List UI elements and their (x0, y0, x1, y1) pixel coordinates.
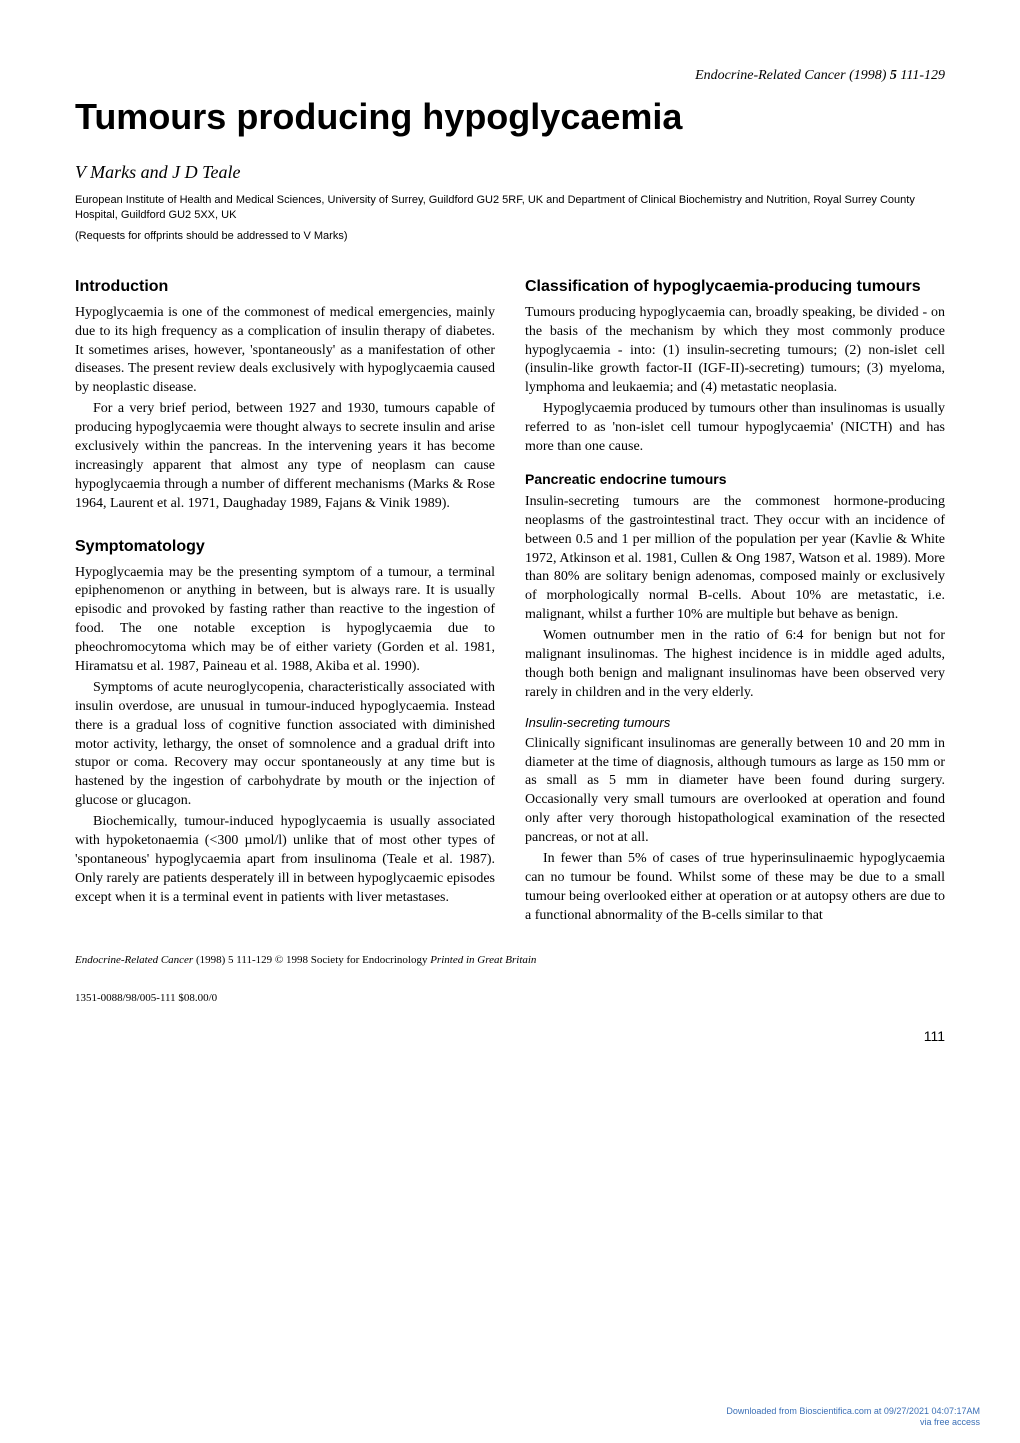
sympt-paragraph-3: Biochemically, tumour-induced hypoglycae… (75, 813, 495, 907)
footer-journal: Endocrine-Related Cancer (75, 954, 193, 966)
authors: V Marks and J D Teale (75, 162, 945, 183)
panc-paragraph-2: Women outnumber men in the ratio of 6:4 … (525, 627, 945, 703)
left-column: Introduction Hypoglycaemia is one of the… (75, 278, 495, 928)
class-paragraph-1: Tumours producing hypoglycaemia can, bro… (525, 304, 945, 398)
intro-paragraph-2: For a very brief period, between 1927 an… (75, 400, 495, 513)
journal-name: Endocrine-Related Cancer (695, 68, 845, 83)
footer-citation-text: (1998) 5 111-129 © 1998 Society for Endo… (196, 954, 430, 966)
insulin-paragraph-1: Clinically significant insulinomas are g… (525, 735, 945, 848)
download-watermark: Downloaded from Bioscientifica.com at 09… (726, 1406, 980, 1429)
article-title: Tumours producing hypoglycaemia (75, 96, 945, 138)
right-column: Classification of hypoglycaemia-producin… (525, 278, 945, 928)
insulin-secreting-heading: Insulin-secreting tumours (525, 715, 945, 730)
classification-heading: Classification of hypoglycaemia-producin… (525, 278, 945, 296)
pancreatic-heading: Pancreatic endocrine tumours (525, 471, 945, 487)
watermark-line-2: via free access (726, 1417, 980, 1429)
footer-issn: 1351-0088/98/005-111 $08.00/0 (75, 992, 945, 1004)
journal-header: Endocrine-Related Cancer (1998) 5 111-12… (75, 68, 945, 84)
journal-pages: 111-129 (900, 68, 945, 83)
symptomatology-heading: Symptomatology (75, 538, 495, 556)
reprints-note: (Requests for offprints should be addres… (75, 230, 945, 242)
footer-printed: Printed in Great Britain (430, 954, 536, 966)
journal-vol: 5 (890, 68, 897, 83)
panc-paragraph-1: Insulin-secreting tumours are the common… (525, 493, 945, 625)
introduction-heading: Introduction (75, 278, 495, 296)
watermark-line-1: Downloaded from Bioscientifica.com at 09… (726, 1406, 980, 1418)
class-paragraph-2: Hypoglycaemia produced by tumours other … (525, 400, 945, 457)
two-column-layout: Introduction Hypoglycaemia is one of the… (75, 278, 945, 928)
footer-citation: Endocrine-Related Cancer (1998) 5 111-12… (75, 954, 945, 966)
page-number: 111 (75, 1028, 945, 1044)
journal-year: (1998) (849, 68, 886, 83)
affiliation: European Institute of Health and Medical… (75, 193, 945, 224)
intro-paragraph-1: Hypoglycaemia is one of the commonest of… (75, 304, 495, 398)
sympt-paragraph-1: Hypoglycaemia may be the presenting symp… (75, 564, 495, 677)
insulin-paragraph-2: In fewer than 5% of cases of true hyperi… (525, 850, 945, 926)
sympt-paragraph-2: Symptoms of acute neuroglycopenia, chara… (75, 679, 495, 811)
